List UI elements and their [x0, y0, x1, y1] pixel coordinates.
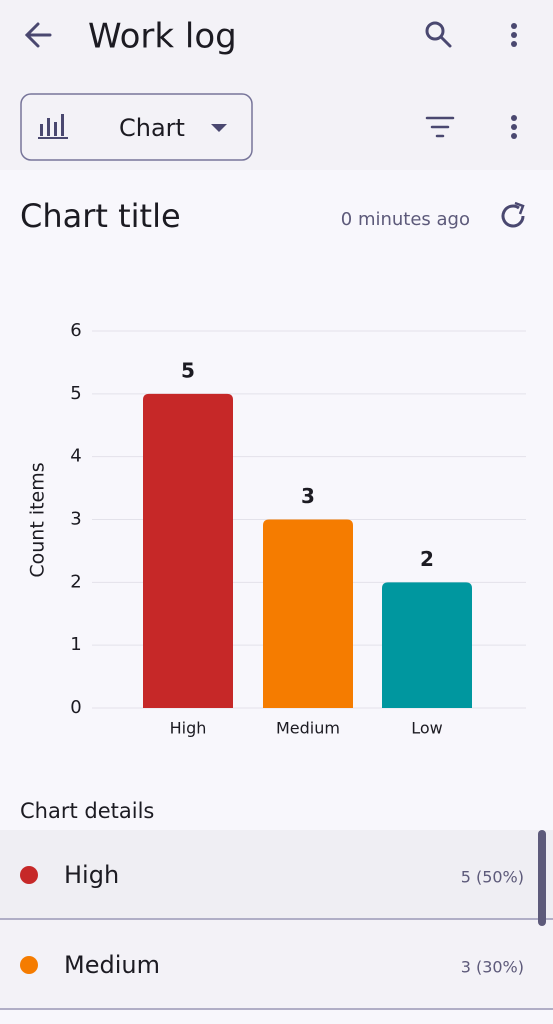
options-button[interactable] — [511, 115, 517, 139]
legend-dot — [20, 866, 38, 884]
updated-time: 0 minutes ago — [341, 209, 470, 230]
row-background — [0, 830, 553, 918]
chart-title: Chart title — [20, 197, 181, 235]
bar — [263, 519, 353, 708]
y-tick-label: 1 — [70, 634, 81, 655]
row-background — [0, 920, 553, 1008]
row-value: 3 (30%) — [461, 958, 524, 977]
y-axis-label: Count items — [27, 462, 49, 577]
x-tick-label: Medium — [276, 719, 340, 738]
bar — [382, 582, 472, 708]
value-label: 5 — [181, 358, 195, 382]
filter-button[interactable] — [425, 116, 455, 138]
view-selector-label: Chart — [119, 114, 185, 142]
details-row[interactable]: High 5 (50%) — [0, 830, 553, 920]
details-title: Chart details — [20, 799, 154, 823]
search-button[interactable] — [425, 21, 452, 48]
chart: 0 1 2 3 4 5 6 5 High 3 Medium 2 Low — [70, 320, 526, 738]
x-tick-label: Low — [411, 719, 443, 738]
back-button[interactable] — [24, 22, 52, 48]
legend-dot — [20, 956, 38, 974]
details-row[interactable]: Medium 3 (30%) — [0, 920, 553, 1010]
view-selector[interactable]: Chart — [20, 93, 253, 161]
refresh-button[interactable] — [501, 201, 525, 228]
y-tick-label: 5 — [70, 383, 81, 404]
scrollbar — [538, 830, 546, 926]
y-tick-label: 3 — [70, 509, 81, 530]
y-tick-label: 4 — [70, 446, 81, 467]
row-label: Medium — [64, 951, 160, 979]
row-value: 5 (50%) — [461, 868, 524, 887]
y-tick-label: 2 — [70, 571, 81, 592]
value-label: 2 — [420, 547, 434, 571]
more-button[interactable] — [511, 23, 517, 47]
row-label: High — [64, 861, 119, 889]
details-list: High 5 (50%) Medium 3 (30%) — [0, 830, 553, 1010]
x-tick-label: High — [170, 719, 207, 738]
y-tick-label: 6 — [70, 320, 81, 341]
y-tick-label: 0 — [70, 697, 81, 718]
app-title: Work log — [88, 17, 237, 57]
bar — [143, 393, 233, 708]
value-label: 3 — [301, 484, 315, 508]
